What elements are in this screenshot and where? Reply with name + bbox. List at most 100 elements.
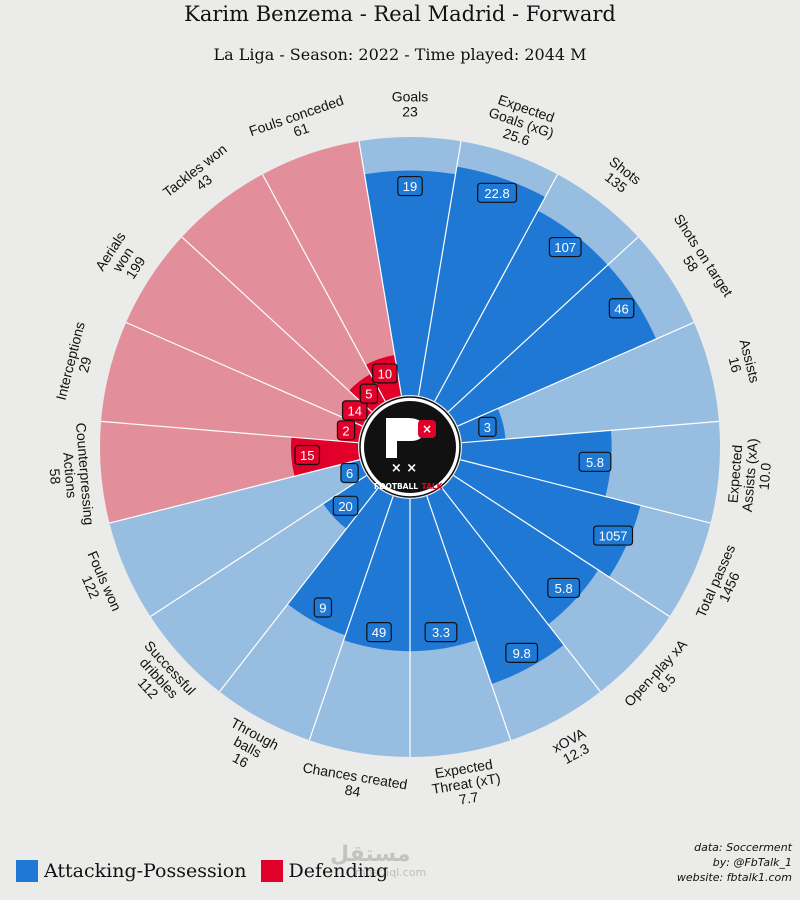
value-text-fouls-conceded: 10: [378, 366, 392, 381]
slice-separator: [434, 174, 559, 402]
logo-mark-icon: [386, 418, 424, 458]
slice-separator: [109, 459, 360, 524]
slice-bar-total-passes: [453, 459, 641, 578]
slice-separator: [453, 474, 670, 618]
value-label-fouls-won: 6: [340, 462, 359, 484]
value-label-total-passes: 1057: [593, 525, 634, 546]
chart-title: Karim Benzema - Real Madrid - Forward: [184, 2, 616, 26]
slice-separator: [150, 474, 367, 618]
slice-separator: [308, 495, 394, 741]
value-label-assists: 3: [478, 416, 497, 437]
slice-values: [287, 166, 657, 685]
value-text-fouls-won: 6: [346, 466, 353, 481]
slice-bg-tackles-won: [181, 174, 386, 412]
slice-label-expected-threat-xt: ExpectedThreat (xT)7.7: [428, 755, 504, 812]
value-label-interceptions: 2: [336, 420, 356, 441]
legend-label-defending: Defending: [288, 860, 389, 882]
value-label-tackles-won: 5: [359, 383, 379, 404]
value-text-open-play-xa: 5.8: [555, 581, 573, 596]
slice-bar-shots: [434, 210, 608, 412]
slice-bar-expected-threat-xt: [410, 496, 477, 652]
value-label-successful-dribbles: 20: [332, 495, 359, 516]
center-logo: × × × FOOTBALL TALK: [359, 396, 461, 498]
value-text-tackles-won: 5: [365, 387, 372, 402]
credit-website: website: fbtalk1.com: [676, 871, 792, 884]
slice-label-total-passes: Total passes1456: [692, 542, 752, 626]
slice-bg-aerials-won: [126, 237, 372, 427]
slice-bar-goals: [364, 170, 456, 396]
slice-label-assists: Assists16: [722, 338, 763, 389]
credits: data: Soccerment by: @FbTalk_1 website: …: [677, 840, 792, 885]
value-text-xova: 9.8: [513, 646, 531, 661]
legend-swatch-attacking: [16, 860, 38, 882]
value-text-interceptions: 2: [342, 423, 349, 438]
svg-text:×: ×: [422, 422, 432, 436]
slice-separators: [101, 141, 719, 757]
value-text-aerials-won: 14: [348, 403, 362, 418]
value-text-successful-dribbles: 20: [338, 499, 352, 514]
value-label-expected-assists-xa: 5.8: [578, 451, 612, 472]
slice-bar-expected-goals-xg: [418, 166, 546, 402]
slice-bar-through-balls: [287, 488, 394, 636]
slice-separator: [261, 174, 386, 402]
value-label-expected-threat-xt: 3.3: [424, 622, 458, 643]
value-text-shots-on-target: 46: [614, 301, 628, 316]
slice-separator: [125, 321, 363, 427]
value-label-aerials-won: 14: [341, 400, 368, 421]
value-label-chances-created: 49: [366, 622, 392, 643]
value-label-goals: 19: [397, 175, 423, 197]
slice-label-goals: Goals 23: [392, 89, 429, 120]
legend-item-attacking: Attacking-Possession: [16, 860, 247, 882]
slice-bar-shots-on-target: [448, 265, 657, 427]
value-label-open-play-xa: 5.8: [547, 577, 581, 599]
chart-subtitle: La Liga - Season: 2022 - Time played: 20…: [213, 45, 587, 64]
slice-label-chances-created: Chances created84: [299, 759, 409, 807]
slice-label-fouls-conceded: Fouls conceded61: [247, 92, 351, 153]
value-text-assists: 3: [484, 420, 491, 435]
value-label-xova: 9.8: [505, 642, 539, 663]
slice-label-counterpressing-actions: CounterpressingActions58: [43, 422, 97, 528]
value-text-expected-threat-xt: 3.3: [432, 625, 450, 640]
value-text-shots: 107: [554, 240, 576, 255]
value-text-expected-goals-xg: 22.8: [484, 186, 509, 201]
slice-label-interceptions: Interceptions29: [53, 320, 103, 405]
slice-bar-chances-created: [343, 496, 410, 652]
slice-separator: [417, 141, 462, 396]
legend: Attacking-Possession Defending: [16, 860, 402, 882]
slice-separator: [461, 420, 719, 444]
watermark-latin: mostaql.com: [355, 866, 427, 879]
credit-by: by: @FbTalk_1: [712, 856, 792, 869]
slice-bar-expected-assists-xa: [460, 430, 612, 497]
value-text-chances-created: 49: [372, 625, 386, 640]
slice-bar-xova: [426, 488, 564, 685]
logo-red-badge-icon: [418, 420, 436, 438]
slice-bg-successful-dribbles: [150, 475, 379, 692]
slice-label-xova: xOVA12.3: [549, 725, 596, 769]
value-text-total-passes: 1057: [599, 529, 628, 544]
slice-separator: [441, 487, 601, 693]
logo-talk-text: TALK: [422, 482, 444, 491]
value-labels: 19 22.8 107 46 3 5.8 1057 5.8 9.8 3.3 49 9 20 6 15 2 145…: [294, 175, 635, 663]
logo-football-text: FOOTBALL: [374, 482, 418, 491]
value-label-expected-goals-xg: 22.8: [477, 182, 518, 203]
value-label-shots-on-target: 46: [608, 298, 635, 319]
watermark-arabic: مستقل: [330, 842, 411, 867]
slice-separator: [426, 495, 512, 741]
slice-label-shots: Shots135: [597, 153, 644, 199]
value-label-through-balls: 9: [313, 597, 333, 618]
value-label-counterpressing-actions: 15: [294, 444, 321, 466]
value-text-through-balls: 9: [319, 600, 326, 615]
svg-text:× ×: × ×: [391, 461, 417, 476]
slice-bg-interceptions: [101, 322, 363, 443]
value-text-goals: 19: [403, 179, 417, 194]
slice-separator: [181, 236, 373, 413]
slice-label-expected-goals-xg: ExpectedGoals (xG)25.6: [482, 90, 561, 155]
value-text-expected-assists-xa: 5.8: [586, 455, 604, 470]
legend-label-attacking: Attacking-Possession: [44, 860, 247, 882]
legend-swatch-defending: [260, 860, 283, 882]
slice-separator: [447, 236, 639, 413]
slice-bg-fouls-won: [109, 459, 367, 617]
slice-label-expected-assists-xa: ExpectedAssists (xA)10.0: [724, 436, 776, 513]
slice-separator: [460, 459, 711, 524]
